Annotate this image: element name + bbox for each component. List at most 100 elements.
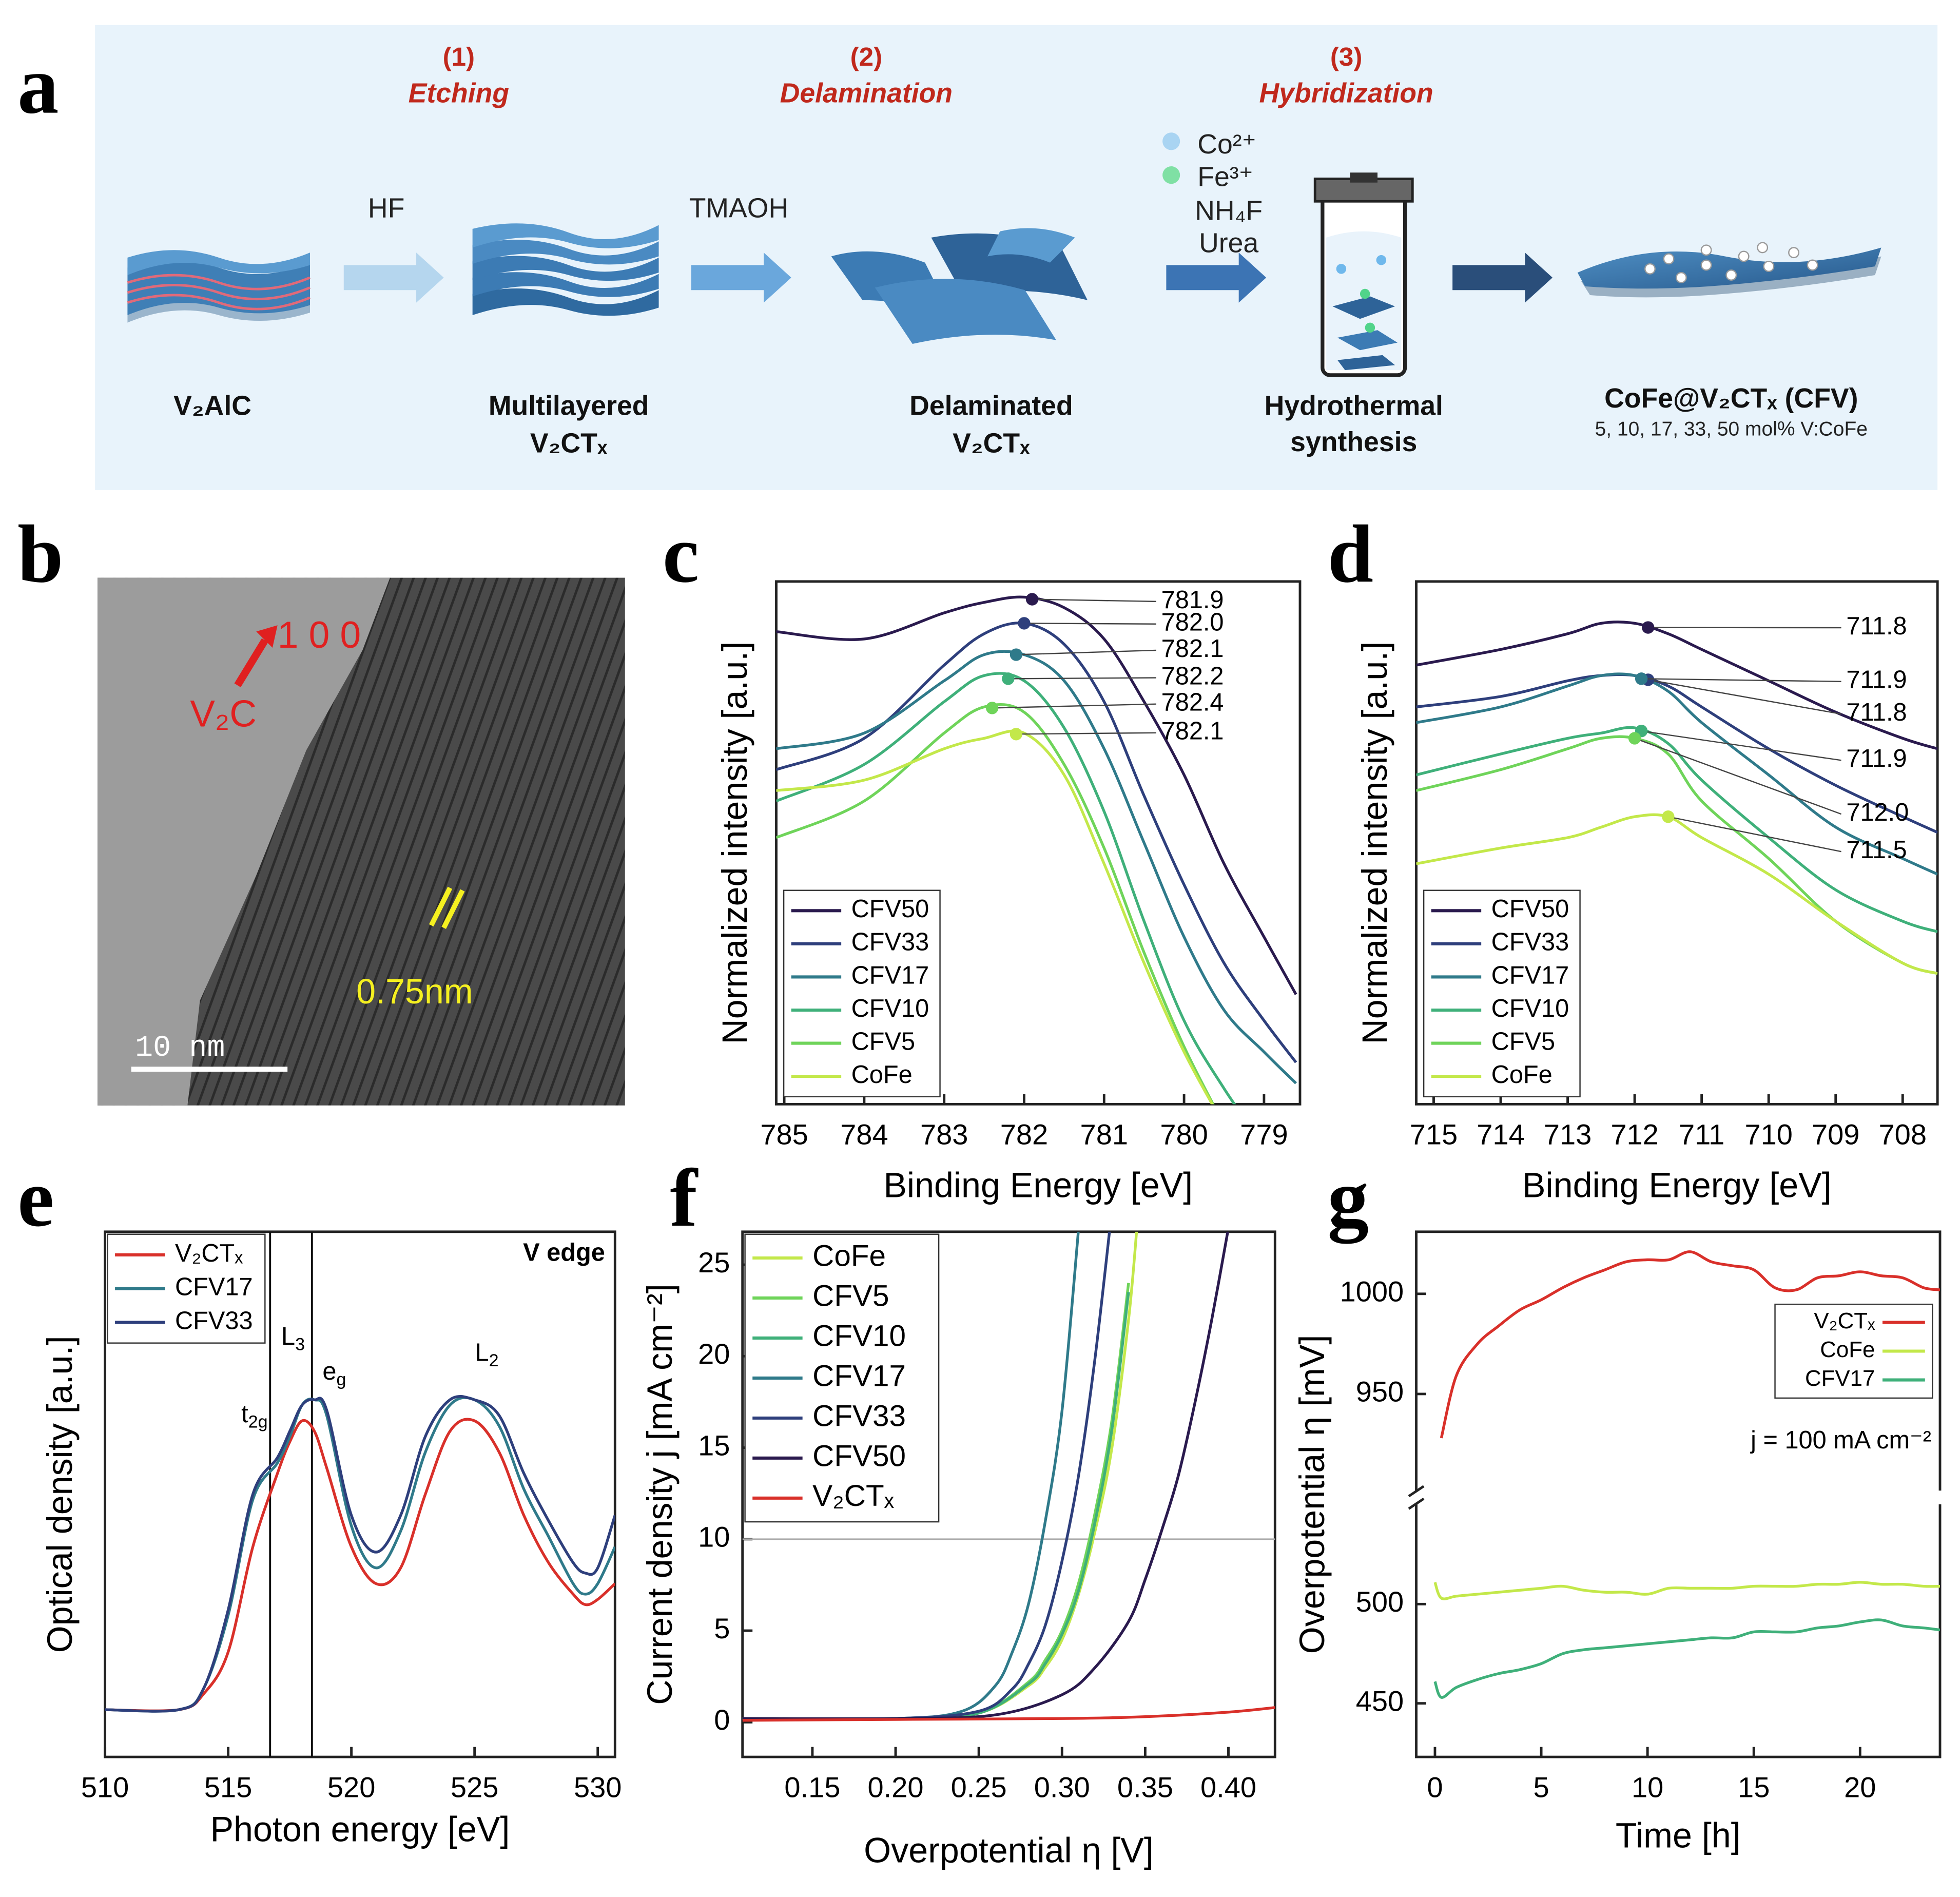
panel-label: c <box>663 508 699 599</box>
legend-label: CFV33 <box>175 1307 253 1334</box>
x-tick-label: 711 <box>1679 1118 1724 1150</box>
chart: 0.15 0.20 0.25 0.30 0.35 0.40 0 5 10 15 20 25 Overpo… <box>641 1230 1276 1870</box>
annotation-text: j = 100 mA cm⁻² <box>1750 1426 1931 1454</box>
legend-label: CFV5 <box>812 1279 889 1312</box>
x-tick-label: 780 <box>1160 1118 1208 1150</box>
y-axis-label: Normalized intensity [a.u.] <box>1355 642 1394 1044</box>
x-tick-label: 15 <box>1738 1771 1770 1803</box>
y-tick-label: 500 <box>1356 1585 1404 1618</box>
material-label: CoFe@V₂CTₓ (CFV) <box>1604 383 1858 414</box>
annotation-subscript: 2 <box>489 1351 499 1370</box>
material-label: V₂AlC <box>173 390 251 421</box>
x-tick-label: 714 <box>1477 1118 1524 1150</box>
legend-label: V₂CTₓ <box>812 1479 895 1513</box>
x-tick-label: 0.20 <box>868 1771 924 1803</box>
peak-label: 782.2 <box>1161 662 1224 690</box>
x-tick-label: 782 <box>1000 1118 1048 1150</box>
leader-line <box>1641 730 1841 761</box>
x-tick-label: 712 <box>1610 1118 1658 1150</box>
x-axis-label: Binding Energy [eV] <box>1522 1166 1832 1205</box>
series-line <box>1416 673 1938 834</box>
peak-marker <box>985 702 999 714</box>
y-tick-label: 0 <box>714 1704 730 1736</box>
annotation: eg <box>322 1358 346 1389</box>
reagent: TMAOH <box>689 192 788 223</box>
y-tick-label: 20 <box>698 1338 730 1370</box>
y-axis-label: Optical density [a.u.] <box>41 1336 80 1653</box>
y-tick-label: 25 <box>698 1246 730 1279</box>
vacuum-region <box>97 577 390 1106</box>
series-line <box>1416 726 1938 933</box>
legend-label: V₂CTₓ <box>1814 1308 1875 1333</box>
y-tick-label: 450 <box>1356 1685 1404 1717</box>
x-tick-label: 779 <box>1240 1118 1288 1150</box>
x-tick-label: 0.15 <box>784 1771 840 1803</box>
annotation-subscript: 3 <box>295 1335 305 1354</box>
annotation: V edge <box>523 1239 605 1267</box>
plot-area <box>1433 1250 1940 1699</box>
peak-label: 781.9 <box>1161 586 1224 614</box>
peak-marker <box>1002 672 1015 685</box>
x-axis-label: Binding Energy [eV] <box>883 1166 1193 1205</box>
leader-line <box>1647 679 1841 715</box>
legend-box <box>783 889 941 1097</box>
peak-marker <box>1025 593 1039 606</box>
series-line <box>776 622 1297 1063</box>
chart: 785 784 783 782 781 780 779 Binding Energy [eV]… <box>715 580 1302 1205</box>
autoclave-vial <box>1313 172 1414 377</box>
plot-frame <box>104 1230 616 1758</box>
x-tick-label: 0 <box>1427 1771 1443 1803</box>
y-tick-label: 5 <box>714 1612 730 1644</box>
x-axis-label: Photon energy [eV] <box>210 1810 510 1849</box>
leader-line <box>1634 738 1842 815</box>
peak-label: 711.8 <box>1846 699 1907 726</box>
spacing-marker <box>429 886 465 929</box>
series-line <box>776 672 1236 1105</box>
spacing-label: 0.75nm <box>356 972 473 1011</box>
panel-label: g <box>1328 1152 1369 1244</box>
annotation-text: V edge <box>523 1239 605 1267</box>
x-tick-label: 783 <box>920 1118 968 1150</box>
panel-label: a <box>17 40 59 131</box>
micrograph: 1 0 0 V₂C 0.75nm 10 nm <box>97 577 625 1106</box>
x-tick-label: 530 <box>574 1771 622 1803</box>
arrow <box>1166 253 1267 303</box>
peak-label: 782.4 <box>1161 689 1224 717</box>
series-line <box>776 703 1215 1105</box>
y-axis-label: Current density j [mA cm⁻²] <box>641 1284 680 1705</box>
composition-note: 5, 10, 17, 33, 50 mol% V:CoFe <box>1595 418 1868 440</box>
axis-break <box>1935 1491 1945 1504</box>
x-tick-label: 0.30 <box>1034 1771 1090 1803</box>
legend-label: CFV17 <box>1805 1366 1875 1391</box>
x-axis-label: Time [h] <box>1616 1816 1741 1855</box>
peak-label: 712.0 <box>1846 799 1909 826</box>
y-tick-label: 10 <box>698 1521 730 1553</box>
x-tick-label: 713 <box>1544 1118 1592 1150</box>
direction-label: 1 0 0 <box>278 614 361 656</box>
peak-label: 711.9 <box>1846 745 1907 772</box>
series-line <box>1433 1581 1940 1600</box>
annotation-subscript: 2g <box>248 1412 268 1432</box>
y-axis-label: Normalized intensity [a.u.] <box>715 642 754 1044</box>
y-tick-label: 1000 <box>1340 1275 1404 1308</box>
x-tick-label: 709 <box>1812 1118 1859 1150</box>
legend-label: CFV5 <box>851 1028 915 1055</box>
material-label: Multilayered <box>489 390 649 421</box>
max-phase-stack <box>127 250 311 323</box>
x-tick-label: 10 <box>1632 1771 1663 1803</box>
y-tick-label: 950 <box>1356 1376 1404 1408</box>
hybrid-sheet <box>1577 242 1881 298</box>
x-tick-label: 710 <box>1744 1118 1792 1150</box>
precursor: Urea <box>1199 228 1258 259</box>
legend-label: CoFe <box>851 1061 913 1089</box>
chart: 715 714 713 712 711 710 709 708 Binding Energy [… <box>1355 580 1939 1205</box>
legend-label: CFV33 <box>1491 928 1569 956</box>
peak-label: 711.9 <box>1846 666 1907 694</box>
ion-dot <box>1162 166 1180 184</box>
scale-label: 10 nm <box>135 1031 225 1065</box>
material-label: synthesis <box>1290 427 1417 457</box>
plot-frame <box>1415 580 1939 1106</box>
annotation: L2 <box>475 1339 499 1370</box>
